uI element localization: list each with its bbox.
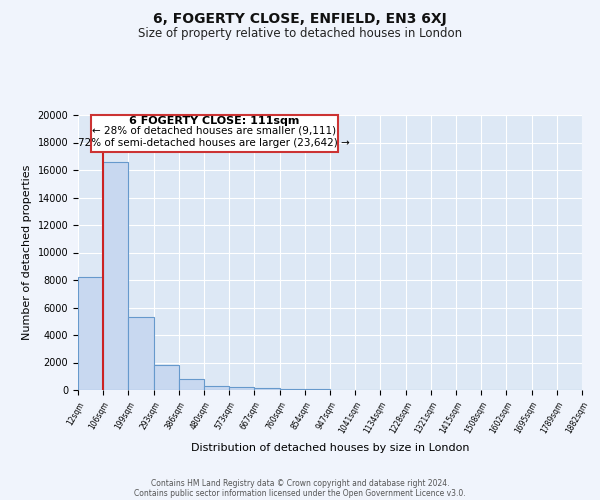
Bar xyxy=(305,388,330,390)
Bar xyxy=(78,277,103,390)
Bar xyxy=(280,388,305,390)
Text: 72% of semi-detached houses are larger (23,642) →: 72% of semi-detached houses are larger (… xyxy=(78,138,350,148)
Text: ← 28% of detached houses are smaller (9,111): ← 28% of detached houses are smaller (9,… xyxy=(92,126,336,136)
Text: Contains HM Land Registry data © Crown copyright and database right 2024.: Contains HM Land Registry data © Crown c… xyxy=(151,478,449,488)
Y-axis label: Number of detached properties: Number of detached properties xyxy=(22,165,32,340)
Bar xyxy=(128,317,154,390)
Text: Size of property relative to detached houses in London: Size of property relative to detached ho… xyxy=(138,28,462,40)
Bar xyxy=(103,162,128,390)
Text: 6 FOGERTY CLOSE: 111sqm: 6 FOGERTY CLOSE: 111sqm xyxy=(129,116,299,126)
Text: Contains public sector information licensed under the Open Government Licence v3: Contains public sector information licen… xyxy=(134,488,466,498)
Bar xyxy=(154,365,179,390)
Bar xyxy=(254,388,280,390)
Bar xyxy=(179,379,204,390)
FancyBboxPatch shape xyxy=(91,115,338,152)
X-axis label: Distribution of detached houses by size in London: Distribution of detached houses by size … xyxy=(191,444,469,454)
Text: 6, FOGERTY CLOSE, ENFIELD, EN3 6XJ: 6, FOGERTY CLOSE, ENFIELD, EN3 6XJ xyxy=(153,12,447,26)
Bar xyxy=(229,387,254,390)
Bar xyxy=(204,386,229,390)
